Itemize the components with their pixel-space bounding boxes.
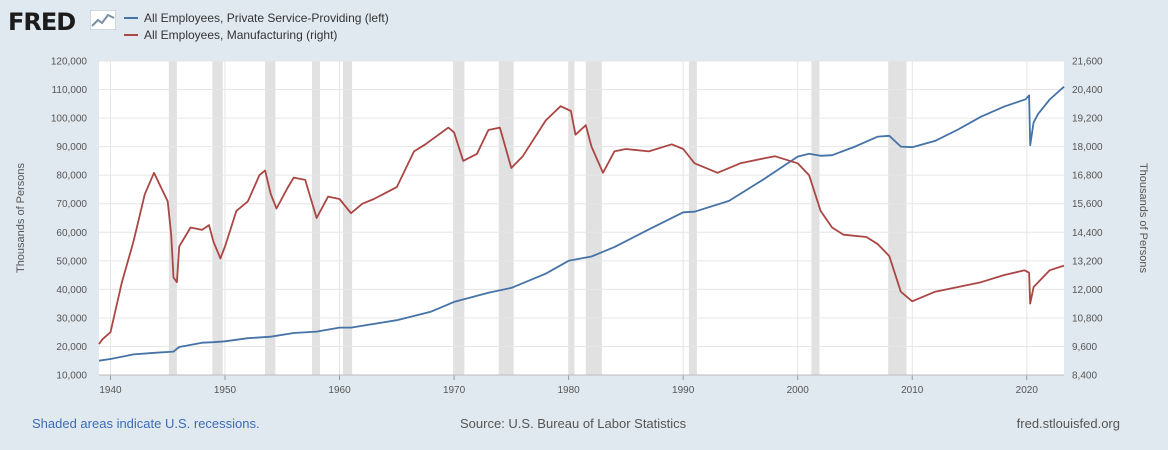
x-tick-label: 1960	[328, 385, 351, 396]
recession-band	[498, 61, 514, 375]
line-chart-icon	[90, 10, 116, 30]
recession-band	[168, 61, 177, 375]
y-right-axis-title: Thousands of Persons	[1137, 163, 1149, 274]
legend-item-manufacturing[interactable]: All Employees, Manufacturing (right)	[124, 28, 337, 42]
y-right-tick-label: 12,000	[1072, 285, 1103, 296]
y-right-tick-label: 10,800	[1072, 313, 1103, 324]
site-link[interactable]: fred.stlouisfed.org	[1016, 416, 1120, 431]
source-note: Source: U.S. Bureau of Labor Statistics	[460, 416, 687, 431]
recession-band	[265, 61, 276, 375]
y-right-tick-label: 19,200	[1072, 114, 1103, 125]
legend-swatch-manufacturing	[124, 34, 138, 36]
y-right-tick-label: 16,800	[1072, 171, 1103, 182]
y-left-tick-label: 70,000	[56, 199, 87, 210]
y-left-tick-label: 10,000	[56, 371, 87, 382]
y-left-tick-label: 120,000	[51, 57, 88, 68]
x-tick-label: 2000	[787, 385, 810, 396]
y-left-tick-label: 80,000	[56, 171, 87, 182]
y-left-tick-label: 30,000	[56, 313, 87, 324]
recession-band	[212, 61, 223, 375]
x-tick-label: 1990	[672, 385, 695, 396]
fred-logo[interactable]: FRED	[8, 8, 76, 36]
y-right-tick-label: 21,600	[1072, 57, 1103, 68]
plot-background	[99, 61, 1064, 375]
recession-note: Shaded areas indicate U.S. recessions.	[32, 416, 260, 431]
x-tick-label: 1950	[214, 385, 237, 396]
legend-label-manufacturing: All Employees, Manufacturing (right)	[144, 28, 338, 42]
y-right-tick-label: 15,600	[1072, 199, 1103, 210]
x-tick-label: 1970	[443, 385, 466, 396]
y-left-tick-label: 50,000	[56, 256, 87, 267]
y-right-tick-label: 14,400	[1072, 228, 1103, 239]
recession-band	[342, 61, 353, 375]
y-left-tick-label: 60,000	[56, 228, 87, 239]
y-left-tick-label: 20,000	[56, 342, 87, 353]
x-tick-label: 1940	[99, 385, 122, 396]
y-right-tick-label: 8,400	[1072, 371, 1097, 382]
y-left-axis-title: Thousands of Persons	[15, 162, 27, 273]
x-tick-label: 1980	[557, 385, 580, 396]
chart-area[interactable]: 10,000 8,400 20,000 9,600 30,000 10,800 40,000…	[0, 0, 1168, 410]
legend-item-service[interactable]: All Employees, Private Service-Providing…	[124, 11, 389, 25]
x-tick-label: 2010	[901, 385, 924, 396]
recession-band	[452, 61, 465, 375]
recession-band	[888, 61, 907, 375]
y-right-tick-label: 20,400	[1072, 85, 1103, 96]
y-left-tick-label: 90,000	[56, 142, 87, 153]
y-right-tick-label: 9,600	[1072, 342, 1097, 353]
y-right-tick-label: 13,200	[1072, 256, 1103, 267]
legend-label-service: All Employees, Private Service-Providing…	[144, 11, 389, 25]
y-left-tick-label: 110,000	[52, 85, 88, 96]
series-line-manufacturing	[98, 105, 1065, 345]
y-left-tick-label: 40,000	[56, 285, 87, 296]
y-right-tick-label: 18,000	[1072, 142, 1103, 153]
recession-band	[568, 61, 575, 375]
series-line-service	[98, 86, 1065, 362]
y-left-tick-label: 100,000	[51, 114, 88, 125]
x-tick-label: 2020	[1016, 385, 1039, 396]
recession-band	[688, 61, 697, 375]
recession-band	[585, 61, 602, 375]
legend-swatch-service	[124, 17, 138, 19]
chart-header: FRED All Employees, Private Service-Prov…	[0, 0, 1168, 50]
recession-band	[811, 61, 820, 375]
